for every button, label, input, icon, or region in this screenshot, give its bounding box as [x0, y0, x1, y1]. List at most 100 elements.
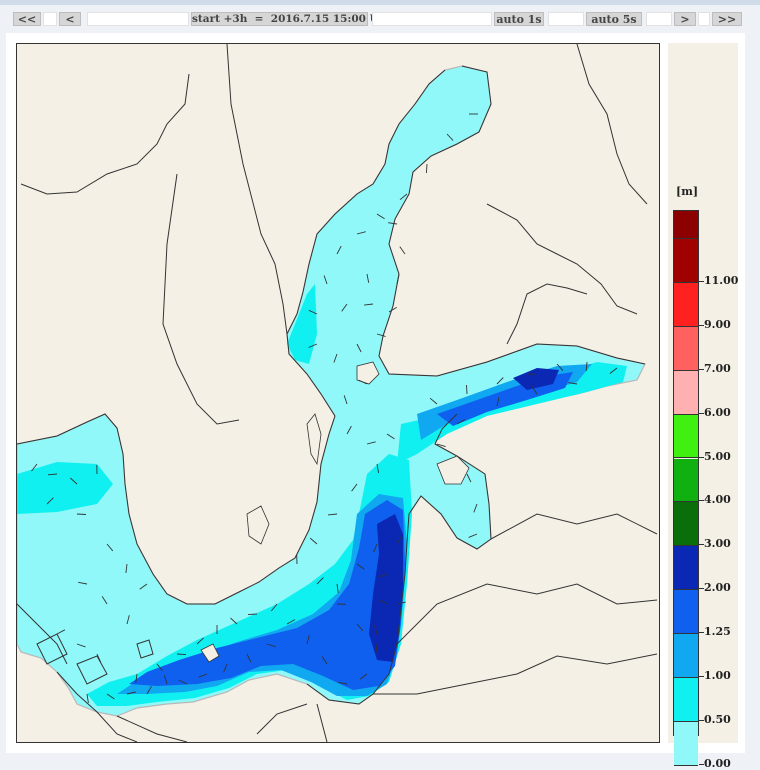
direction-arrow	[230, 617, 238, 625]
top-strip	[0, 0, 760, 5]
direction-arrow	[286, 619, 296, 625]
direction-arrow	[386, 433, 395, 440]
direction-arrow	[366, 441, 376, 445]
legend-label: 0.50	[704, 712, 731, 726]
direction-arrow	[78, 581, 88, 585]
direction-arrow	[146, 685, 152, 695]
direction-arrow	[323, 275, 328, 285]
auto-5s-button[interactable]: auto 5s	[586, 12, 642, 26]
direction-arrow	[333, 353, 338, 363]
direction-arrow	[376, 213, 385, 220]
legend-tick	[699, 368, 704, 370]
direction-arrow	[356, 343, 362, 353]
direction-arrow	[456, 419, 466, 425]
legend-label: 7.00	[704, 361, 731, 375]
direction-arrow	[473, 503, 478, 513]
direction-arrow	[316, 577, 324, 585]
direction-arrow	[101, 596, 108, 605]
direction-arrow	[86, 693, 89, 703]
next-frame-button[interactable]: >	[674, 12, 696, 26]
direction-arrow	[468, 533, 478, 538]
map-canvas	[16, 43, 659, 743]
nav-spacer	[698, 12, 710, 26]
direction-arrow	[139, 583, 148, 590]
direction-arrow	[496, 397, 500, 407]
legend-swatch	[674, 414, 698, 459]
direction-arrow	[223, 663, 228, 673]
direction-arrow	[321, 656, 328, 665]
legend-label: 3.00	[704, 537, 731, 551]
legend-label: 6.00	[704, 405, 731, 419]
direction-arrow	[308, 343, 318, 348]
color-scale-bar	[673, 210, 699, 766]
nav-spacer	[548, 12, 584, 26]
direction-arrow	[176, 653, 187, 656]
direction-arrow	[341, 303, 348, 312]
legend-swatch	[674, 502, 698, 547]
legend-swatch	[674, 721, 698, 766]
legend-tick	[699, 676, 704, 677]
direction-arrow	[531, 386, 538, 395]
last-frame-button[interactable]: >>	[712, 12, 742, 26]
direction-arrow	[436, 443, 446, 448]
direction-arrow	[358, 379, 368, 385]
legend-tick	[699, 412, 704, 414]
direction-arrow	[396, 275, 400, 285]
legend-swatch	[674, 239, 698, 283]
direction-arrow	[46, 497, 54, 505]
legend-swatch	[674, 458, 698, 503]
legend-swatch	[674, 590, 698, 635]
direction-arrow	[609, 367, 618, 374]
legend-tick	[699, 763, 704, 765]
direction-arrow	[306, 635, 310, 645]
direction-arrow	[47, 473, 58, 476]
first-frame-button[interactable]: <<	[13, 12, 41, 26]
direction-arrow	[378, 599, 388, 605]
nav-spacer	[646, 12, 672, 26]
direction-arrow	[76, 643, 86, 648]
legend-swatch-top	[674, 211, 698, 239]
legend-swatch	[674, 370, 698, 415]
direction-arrow	[429, 397, 438, 405]
direction-arrow	[364, 303, 374, 306]
direction-arrow	[336, 245, 342, 255]
direction-arrow	[366, 273, 370, 283]
direction-arrow	[356, 231, 366, 235]
direction-arrow	[196, 637, 204, 645]
direction-arrow	[309, 537, 318, 545]
direction-arrow	[96, 653, 102, 663]
legend-swatch	[674, 634, 698, 678]
direction-arrow	[247, 613, 258, 616]
legend-swatch	[674, 678, 698, 722]
direction-arrow	[425, 163, 428, 174]
direction-arrow	[388, 307, 397, 313]
direction-arrow	[378, 573, 388, 578]
legend-label: 1.00	[704, 669, 731, 682]
direction-arrows	[31, 113, 618, 703]
direction-arrow	[388, 222, 398, 225]
direction-arrow	[198, 673, 208, 678]
sea-band-200	[369, 368, 559, 662]
direction-arrow	[69, 477, 78, 485]
direction-arrow	[496, 377, 504, 385]
direction-arrow	[376, 463, 380, 473]
direction-arrow	[466, 473, 472, 483]
direction-arrow	[356, 563, 365, 570]
direction-arrow	[125, 563, 128, 573]
auto-1s-button[interactable]: auto 1s	[494, 12, 544, 26]
legend-label: 2.00	[704, 581, 731, 595]
direction-arrow	[356, 623, 364, 632]
direction-arrow	[336, 583, 339, 593]
direction-arrow	[106, 693, 115, 700]
legend-label: 11.00	[704, 273, 739, 287]
direction-arrow	[556, 363, 564, 372]
legend-tick	[699, 456, 704, 458]
islands	[200, 361, 470, 663]
direction-arrow	[135, 673, 138, 683]
legend-label: 9.00	[704, 317, 731, 331]
legend-label: 5.00	[704, 449, 731, 463]
direction-arrow	[76, 513, 87, 515]
previous-frame-button[interactable]: <	[59, 12, 81, 26]
legend-tick	[699, 280, 704, 282]
direction-arrow	[399, 193, 408, 201]
